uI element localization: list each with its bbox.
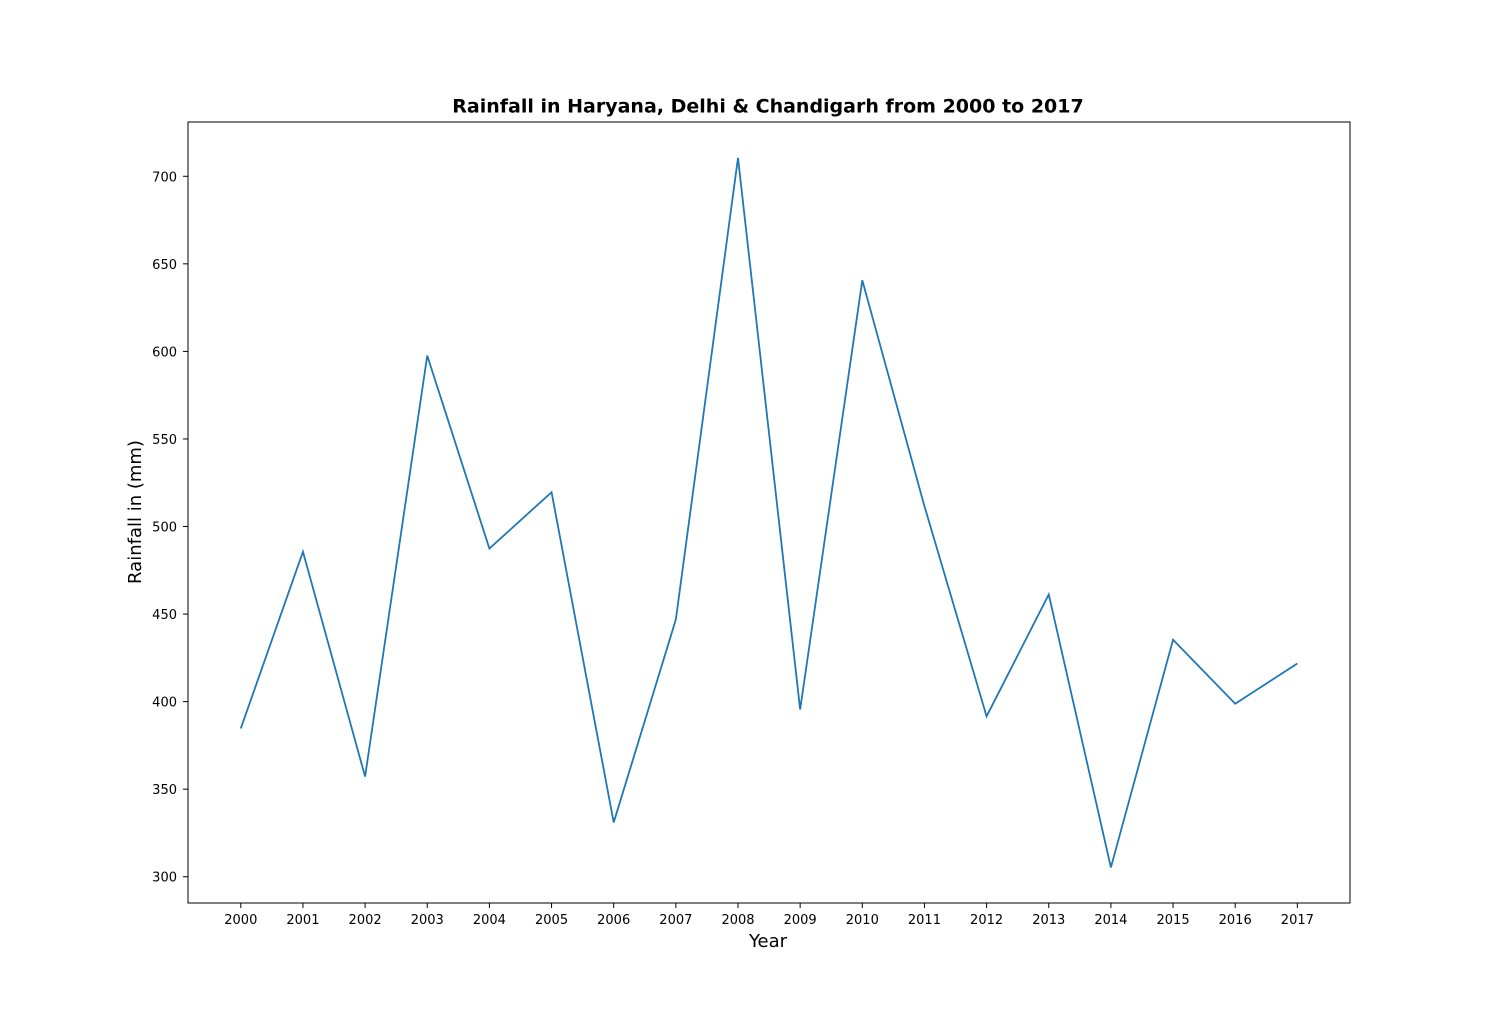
plot-area-frame	[187, 121, 1351, 904]
series-line	[239, 157, 1298, 868]
x-tick-label: 2012	[970, 913, 1003, 928]
x-tick-label: 2016	[1219, 913, 1252, 928]
x-tick-label: 2008	[721, 913, 754, 928]
x-tick-label: 2013	[1032, 913, 1065, 928]
y-tick-label: 350	[152, 783, 177, 798]
x-tick-label: 2002	[349, 913, 382, 928]
y-tick-label: 300	[152, 871, 177, 886]
x-tick-label: 2006	[597, 913, 630, 928]
y-tick-label: 500	[152, 521, 177, 536]
x-axis-label: Year	[748, 931, 788, 952]
x-tick-label: 2005	[535, 913, 568, 928]
y-tick-label: 400	[152, 696, 177, 711]
x-tick-label: 2010	[846, 913, 879, 928]
x-tick-label: 2011	[908, 913, 941, 928]
y-tick-label: 550	[152, 433, 177, 448]
x-tick-label: 2009	[784, 913, 817, 928]
x-tick-label: 2017	[1281, 913, 1314, 928]
y-tick-label: 600	[152, 345, 177, 360]
x-axis-ticks: 2000 2001 2002 2003 2004 2005 2006 2007 2008 2009…	[224, 903, 1314, 928]
x-tick-label: 2003	[411, 913, 444, 928]
x-tick-label: 2000	[224, 913, 257, 928]
y-tick-label: 700	[152, 170, 177, 185]
x-tick-label: 2004	[473, 913, 506, 928]
y-axis-label: Rainfall in (mm)	[125, 440, 146, 584]
chart-title: Rainfall in Haryana, Delhi & Chandigarh …	[452, 96, 1083, 118]
x-tick-label: 2015	[1157, 913, 1190, 928]
y-tick-label: 650	[152, 258, 177, 273]
y-tick-label: 450	[152, 608, 177, 623]
series-layer	[239, 157, 1298, 868]
x-tick-label: 2014	[1094, 913, 1127, 928]
x-tick-label: 2001	[286, 913, 319, 928]
y-axis-ticks: 300 350 400 450 500 550 600 650 700	[152, 170, 188, 886]
x-tick-label: 2007	[659, 913, 692, 928]
